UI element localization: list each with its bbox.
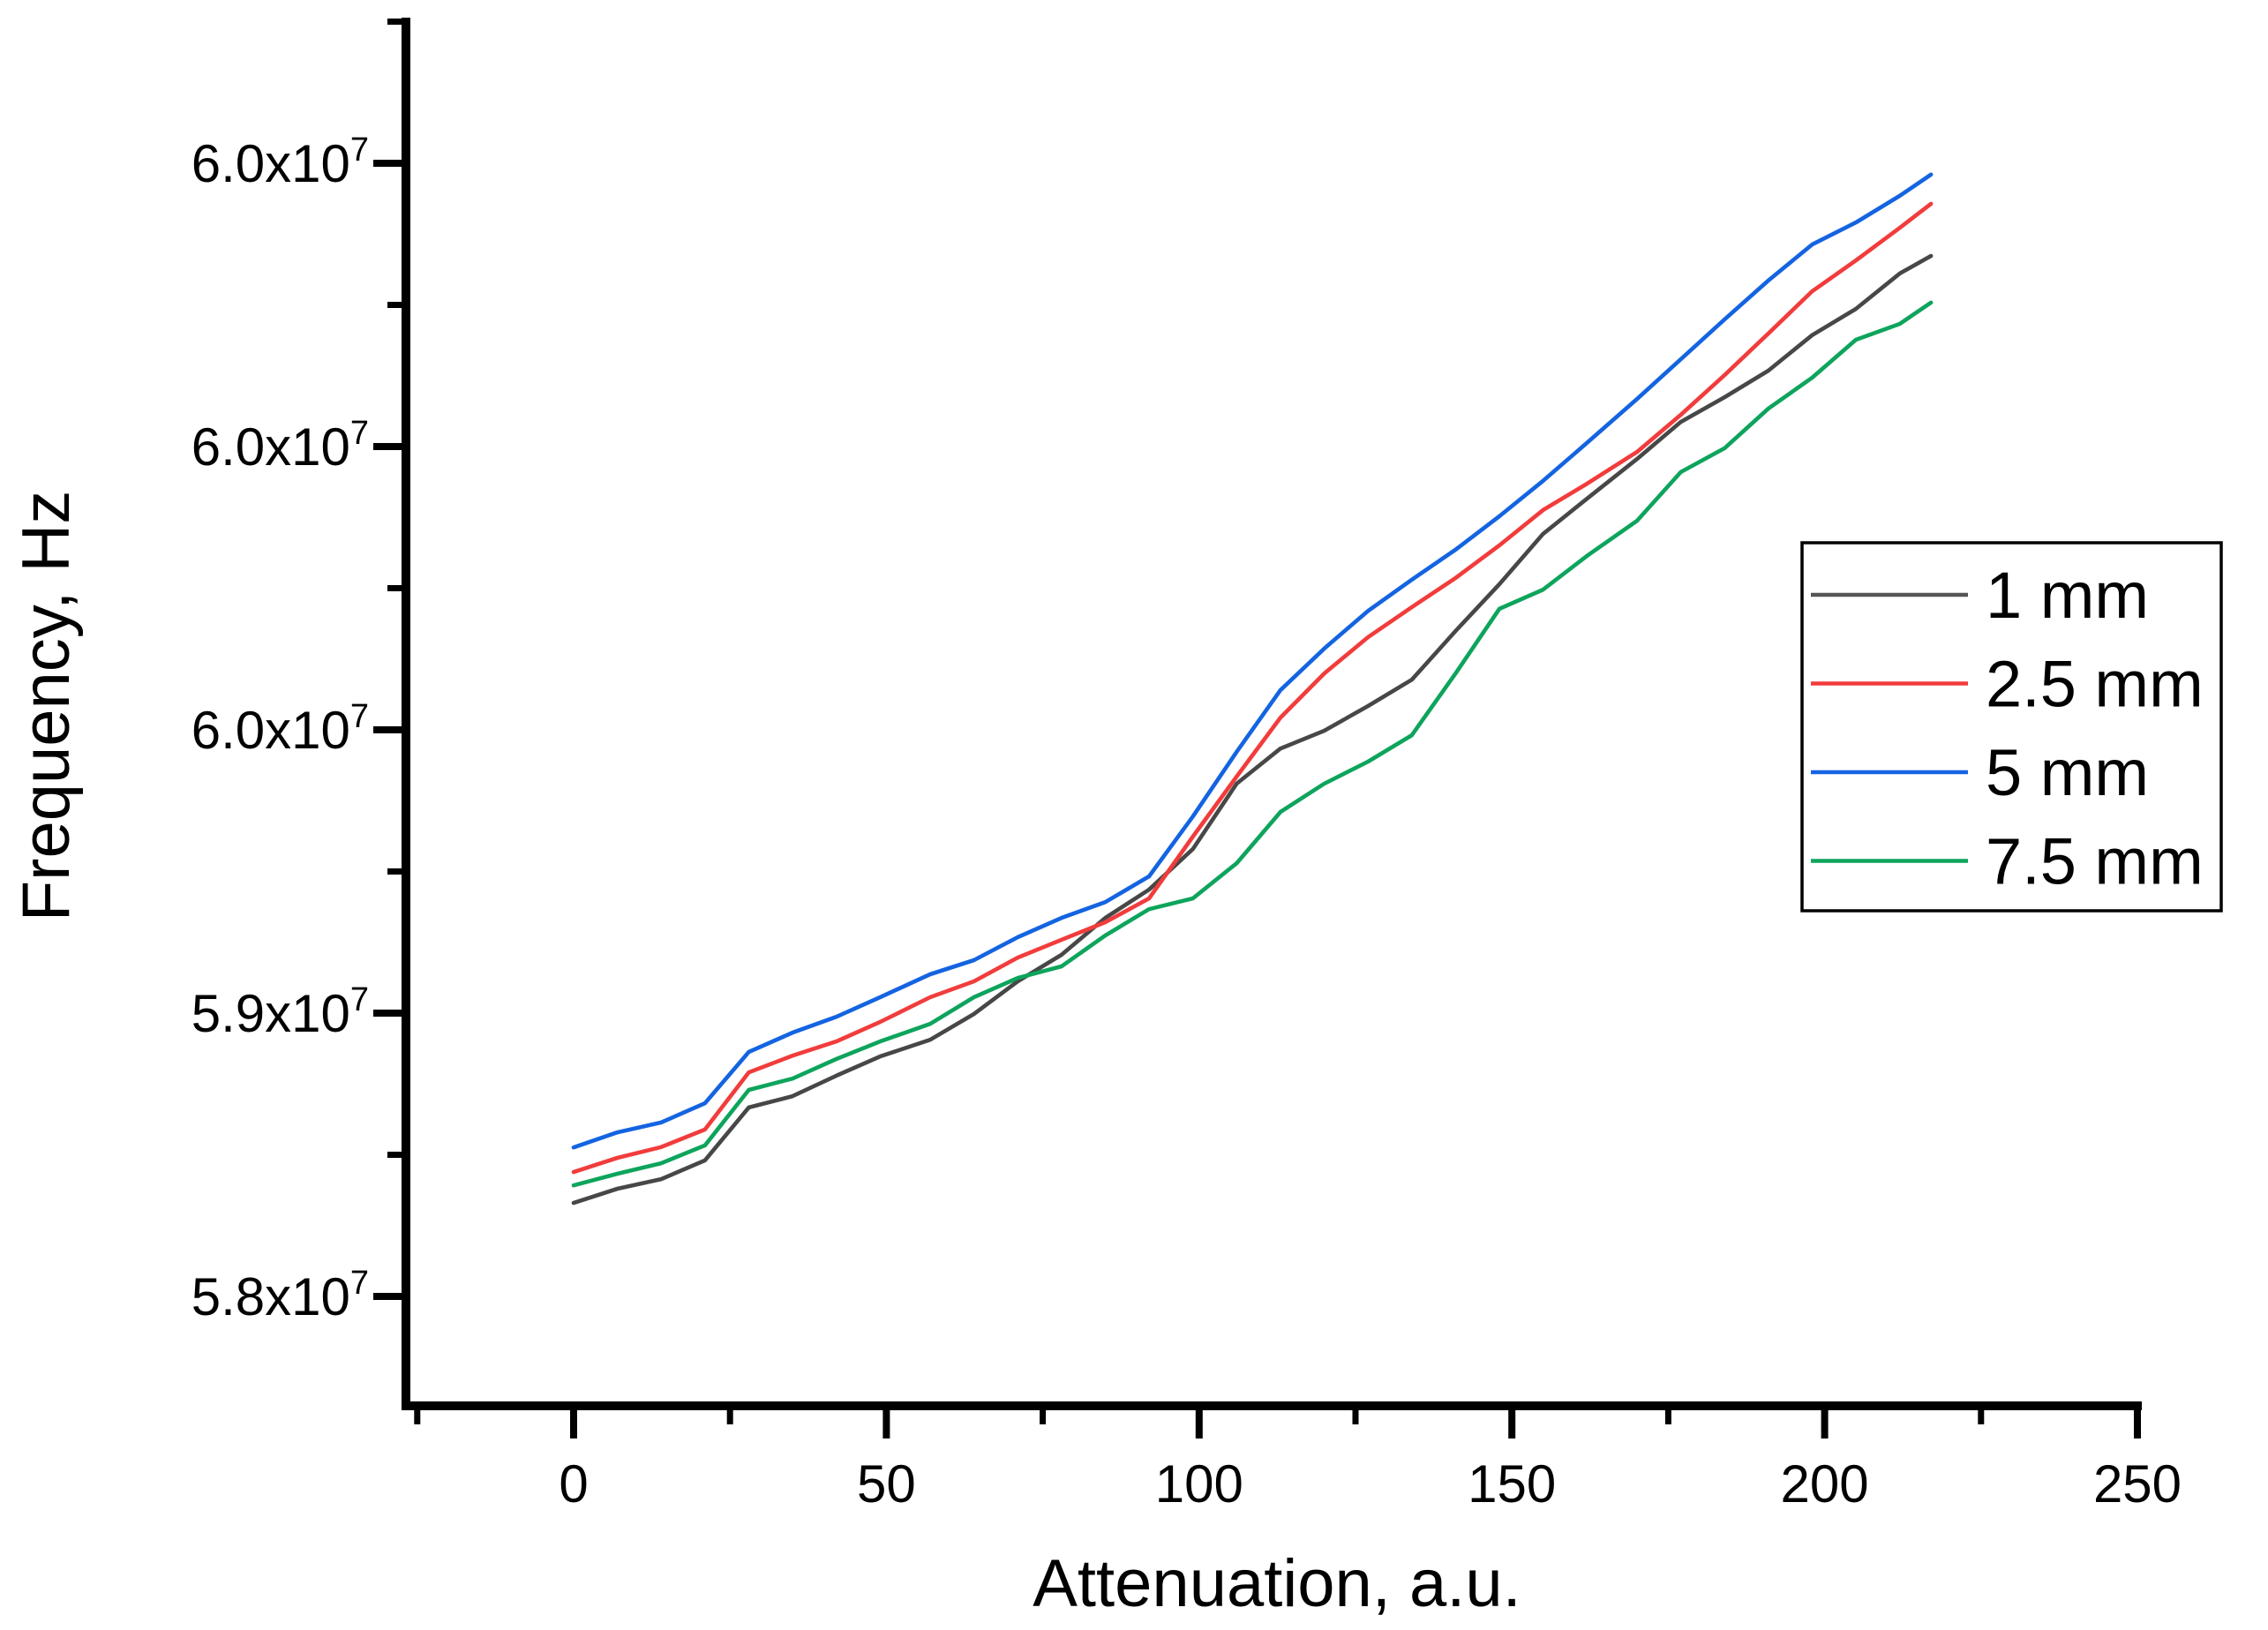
data-series	[571, 172, 1934, 1206]
legend-label-7-5-mm: 7.5 mm	[1986, 825, 2204, 898]
y-tick-label: 6.0x107	[192, 131, 369, 193]
x-axis-title: Attenuation, a.u.	[1033, 1546, 1521, 1621]
x-axis-ticks	[414, 1410, 2141, 1438]
x-tick-label: 150	[1468, 1454, 1556, 1514]
y-tick-label: 6.0x107	[192, 415, 369, 477]
y-axis-title: Frequency, Hz	[9, 491, 84, 922]
x-tick-label: 100	[1155, 1454, 1243, 1514]
series-line-7-5-mm	[571, 300, 1934, 1188]
x-tick-label: 250	[2093, 1454, 2182, 1514]
legend-label-5-mm: 5 mm	[1986, 736, 2149, 809]
x-tick-label: 0	[559, 1454, 588, 1514]
series-line-2-5-mm	[571, 201, 1934, 1175]
x-axis-tick-labels: 0 50 100 150 200 250	[559, 1454, 2182, 1514]
axes	[402, 18, 2142, 1410]
legend-box	[1800, 541, 2223, 913]
y-axis-ticks	[373, 19, 402, 1300]
y-tick-label: 5.9x107	[192, 981, 369, 1043]
legend-label-1-mm: 1 mm	[1986, 559, 2149, 632]
x-tick-label: 50	[857, 1454, 916, 1514]
y-tick-label: 6.0x107	[192, 698, 369, 760]
y-tick-label: 5.8x107	[192, 1265, 369, 1326]
legend: 1 mm 2.5 mm 5 mm 7.5 mm	[1800, 541, 2223, 913]
series-line-5-mm	[571, 172, 1934, 1150]
legend-label-2-5-mm: 2.5 mm	[1986, 648, 2204, 721]
y-axis-tick-labels: 6.0x107 6.0x107 6.0x107 5.9x107 5.8x107	[192, 131, 369, 1326]
x-tick-label: 200	[1781, 1454, 1869, 1514]
series-line-1-mm	[571, 253, 1934, 1206]
